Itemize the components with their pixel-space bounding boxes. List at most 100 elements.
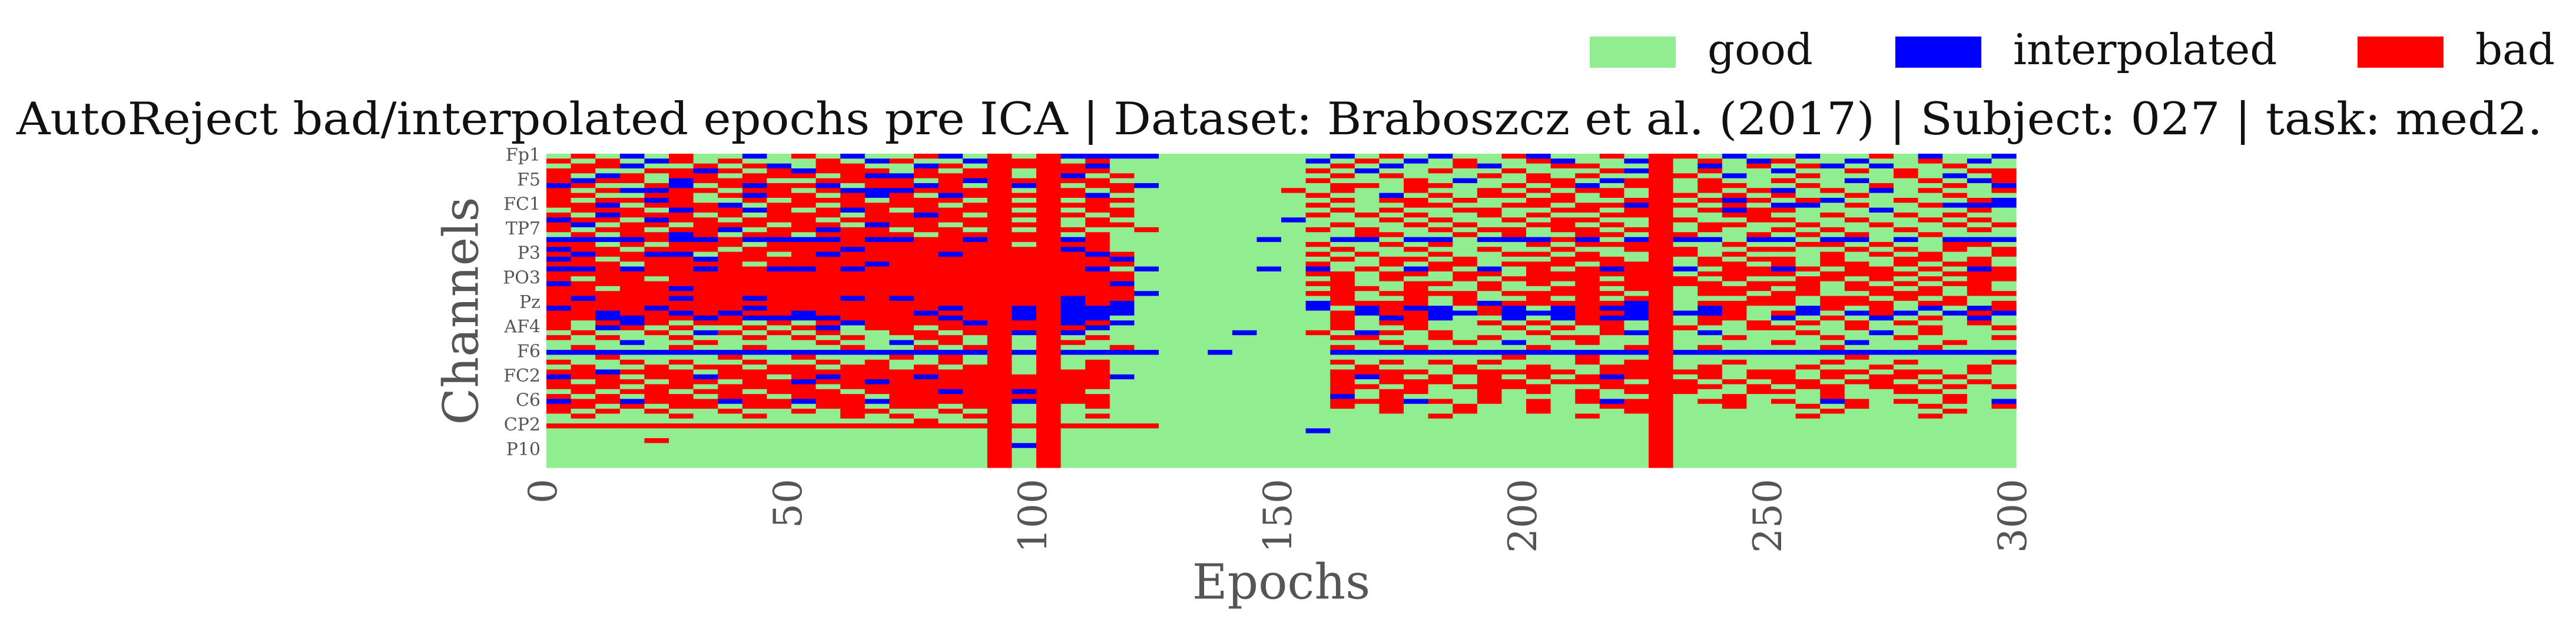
cell xyxy=(815,296,841,302)
cell xyxy=(1795,222,1821,228)
cell xyxy=(1354,458,1380,463)
cell xyxy=(619,276,645,282)
cell xyxy=(669,340,694,346)
cell xyxy=(1673,448,1698,453)
cell xyxy=(1526,168,1551,174)
cell xyxy=(1526,335,1551,341)
cell xyxy=(1795,168,1821,174)
cell xyxy=(1673,158,1698,164)
cell xyxy=(571,222,596,228)
cell xyxy=(1428,315,1453,321)
cell xyxy=(571,359,596,365)
cell xyxy=(1404,423,1429,429)
cell xyxy=(1256,217,1282,223)
cell xyxy=(1036,291,1062,297)
cell xyxy=(1698,443,1723,449)
cell xyxy=(815,291,841,297)
cell xyxy=(1746,448,1772,453)
cell xyxy=(1354,335,1380,341)
cell xyxy=(914,462,939,468)
cell xyxy=(864,418,890,424)
cell xyxy=(1649,428,1674,434)
cell xyxy=(1060,197,1086,203)
cell xyxy=(864,458,890,463)
cell xyxy=(1746,276,1772,282)
cell xyxy=(1575,266,1600,272)
cell xyxy=(1918,306,1943,312)
cell xyxy=(1918,384,1943,390)
cell xyxy=(1624,247,1649,253)
cell xyxy=(1404,281,1429,287)
x-tick-label: 150 xyxy=(1255,479,1301,553)
cell xyxy=(644,207,669,213)
cell xyxy=(1183,448,1208,453)
cell xyxy=(914,458,939,463)
cell xyxy=(1673,453,1698,458)
cell xyxy=(1109,261,1135,267)
cell xyxy=(1649,350,1674,356)
cell xyxy=(1477,355,1502,360)
cell xyxy=(1354,271,1380,277)
cell xyxy=(1942,237,1968,243)
cell xyxy=(1428,413,1453,419)
cell xyxy=(1404,418,1429,424)
cell xyxy=(1109,158,1135,164)
cell xyxy=(1208,203,1233,208)
cell xyxy=(815,300,841,306)
cell xyxy=(571,173,596,179)
cell xyxy=(1232,315,1257,321)
cell xyxy=(1624,193,1649,198)
cell xyxy=(1967,291,1992,297)
cell xyxy=(1036,428,1062,434)
cell xyxy=(619,306,645,312)
cell xyxy=(815,453,841,458)
cell xyxy=(1698,276,1723,282)
cell xyxy=(644,281,669,287)
cell xyxy=(1722,296,1747,302)
cell xyxy=(938,310,963,316)
cell xyxy=(1404,188,1429,194)
cell xyxy=(1232,168,1257,174)
cell xyxy=(1501,335,1527,341)
cell xyxy=(864,462,890,468)
cell xyxy=(1208,443,1233,449)
cell xyxy=(1869,433,1894,439)
cell xyxy=(1649,168,1674,174)
cell xyxy=(1232,369,1257,375)
cell xyxy=(1428,232,1453,238)
cell xyxy=(1477,163,1502,169)
cell xyxy=(914,256,939,262)
cell xyxy=(889,315,914,321)
cell xyxy=(1060,462,1086,468)
cell xyxy=(546,458,572,463)
cell xyxy=(767,458,792,463)
cell xyxy=(1256,296,1282,302)
cell xyxy=(1012,428,1037,434)
cell xyxy=(619,232,645,238)
cell xyxy=(1379,355,1404,360)
cell xyxy=(864,359,890,365)
cell xyxy=(815,403,841,409)
cell xyxy=(693,365,718,370)
cell xyxy=(791,389,817,395)
cell xyxy=(840,266,866,272)
y-tick-label: FC2 xyxy=(503,366,541,386)
cell xyxy=(1746,291,1772,297)
cell xyxy=(1354,168,1380,174)
cell xyxy=(1550,335,1576,341)
cell xyxy=(1501,207,1527,213)
cell xyxy=(1624,271,1649,277)
cell xyxy=(1060,335,1086,341)
cell xyxy=(1183,261,1208,267)
cell xyxy=(1869,241,1894,247)
cell xyxy=(1281,256,1307,262)
cell xyxy=(1795,232,1821,238)
cell xyxy=(815,335,841,341)
cell xyxy=(1404,355,1429,360)
cell xyxy=(1991,389,2017,395)
cell xyxy=(669,212,694,218)
cell xyxy=(1918,458,1943,463)
cell xyxy=(1159,154,1184,159)
cell xyxy=(889,379,914,385)
cell xyxy=(1967,286,1992,292)
